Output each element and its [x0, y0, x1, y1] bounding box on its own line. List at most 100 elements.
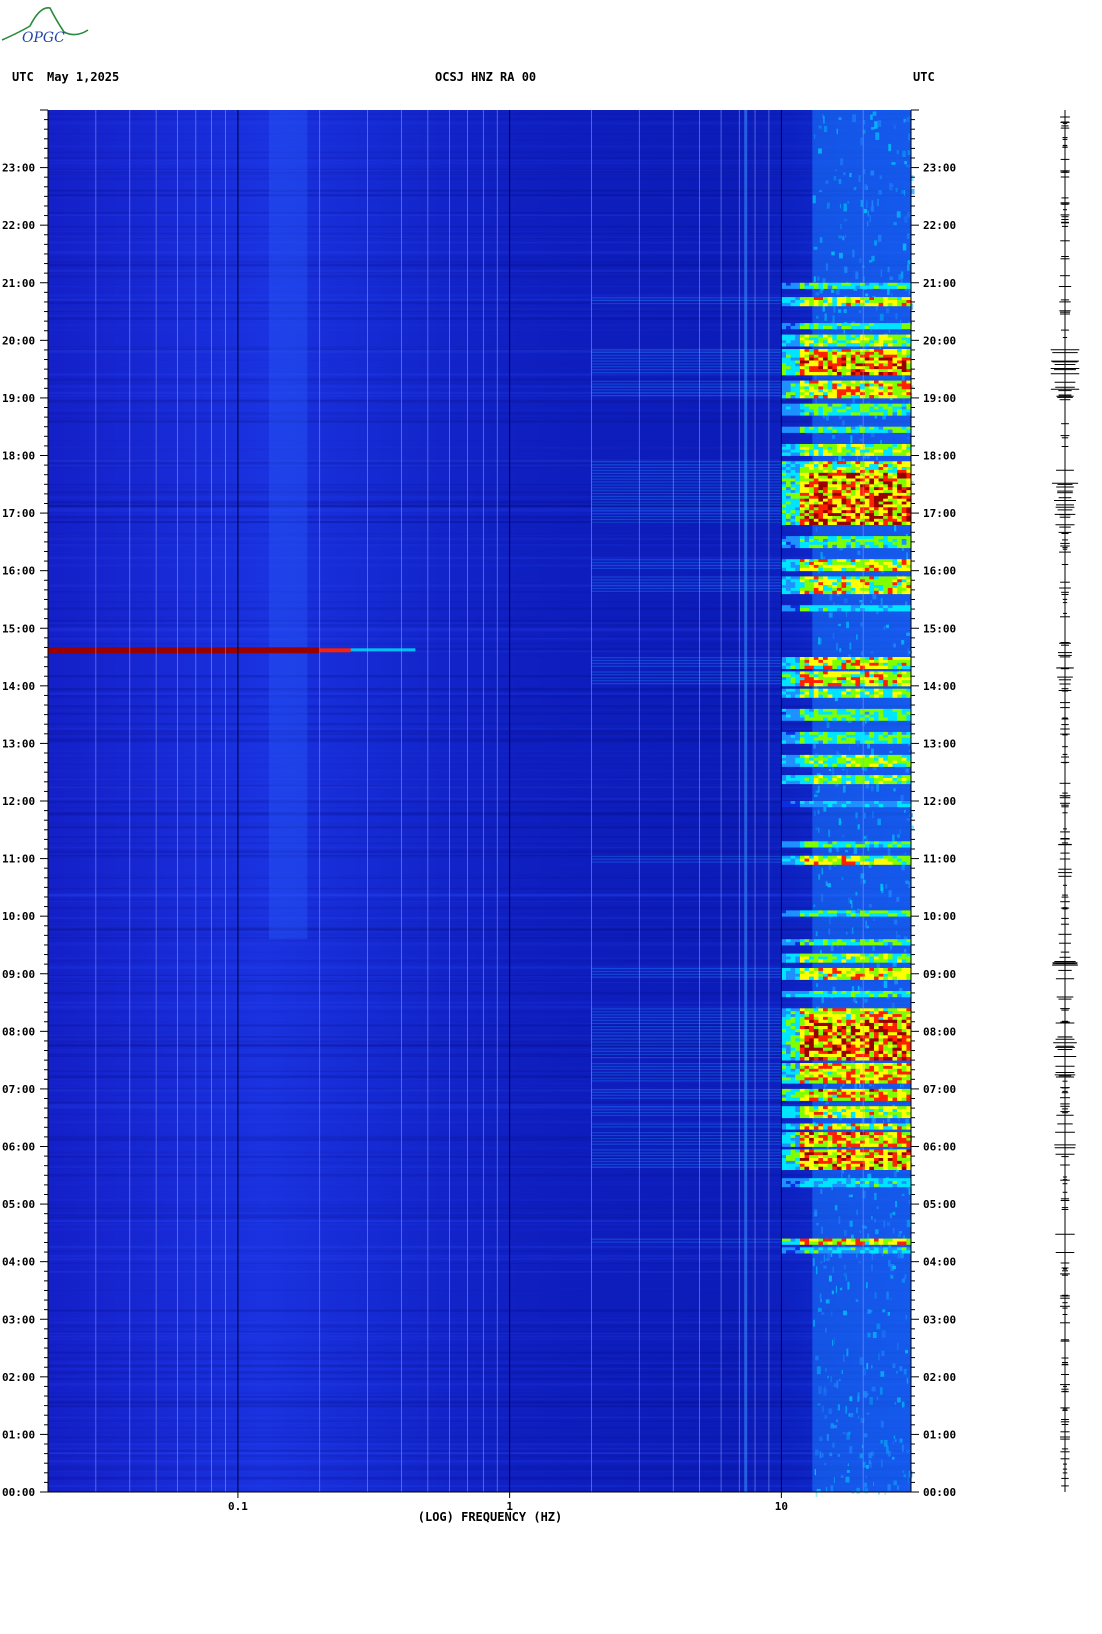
hf-noise-speckle: [901, 1278, 905, 1283]
activity-cell: [832, 380, 838, 384]
activity-cell: [855, 956, 861, 960]
activity-cell: [869, 590, 875, 595]
activity-cell: [883, 395, 889, 399]
activity-cell: [813, 1011, 819, 1015]
activity-cell: [846, 498, 852, 502]
activity-cell: [906, 461, 912, 465]
activity-cell: [813, 461, 819, 465]
activity-cell: [860, 366, 866, 370]
hf-noise-speckle: [869, 214, 871, 222]
activity-cell: [901, 504, 907, 508]
activity-cell: [878, 495, 884, 500]
activity-cell: [887, 942, 893, 946]
activity-cell: [897, 478, 903, 482]
activity-cell: [860, 665, 866, 669]
activity-cell: [855, 910, 861, 914]
noise-streak: [48, 786, 911, 788]
activity-cell: [878, 780, 884, 785]
activity-cell: [897, 343, 903, 347]
activity-cell: [786, 285, 792, 289]
hf-noise-speckle: [896, 332, 898, 335]
activity-cell: [846, 694, 852, 698]
activity-cell: [901, 383, 907, 387]
activity-cell: [809, 976, 815, 980]
activity-cell: [836, 910, 842, 914]
activity-cell: [901, 1008, 907, 1012]
activity-cell: [832, 1016, 838, 1021]
hf-noise-speckle: [871, 200, 874, 207]
hf-noise-speckle: [901, 1193, 905, 1196]
activity-cell: [790, 778, 796, 782]
activity-cell: [901, 472, 907, 477]
hf-noise-speckle: [820, 1261, 823, 1264]
activity-cell: [901, 351, 907, 356]
activity-cell: [781, 504, 787, 508]
activity-cell: [799, 844, 805, 848]
hf-noise-speckle: [865, 1474, 867, 1479]
activity-cell: [887, 472, 893, 477]
activity-cell: [790, 708, 796, 713]
activity-cell: [790, 683, 796, 687]
activity-cell: [878, 757, 884, 762]
hf-noise-speckle: [836, 593, 840, 596]
activity-cell: [906, 910, 912, 914]
activity-cell: [841, 409, 847, 413]
activity-cell: [795, 467, 801, 471]
activity-cell: [869, 691, 875, 695]
activity-cell: [874, 498, 880, 502]
activity-cell: [860, 475, 866, 479]
activity-cell: [841, 472, 847, 477]
activity-cell: [781, 939, 787, 943]
activity-cell: [832, 970, 838, 975]
activity-cell: [906, 337, 912, 341]
hf-noise-speckle: [822, 278, 826, 283]
activity-cell: [818, 1011, 824, 1015]
activity-cell: [827, 559, 833, 563]
hf-noise-speckle: [875, 305, 878, 311]
activity-cell: [869, 717, 875, 721]
activity-cell: [906, 605, 912, 609]
noise-streak: [48, 399, 911, 402]
activity-cell: [813, 677, 819, 681]
activity-cell: [809, 518, 815, 523]
noise-streak: [48, 894, 911, 897]
activity-cell: [823, 590, 829, 595]
activity-cell: [906, 300, 912, 304]
activity-cell: [878, 608, 884, 612]
activity-cell: [781, 297, 787, 301]
activity-cell: [869, 559, 875, 563]
noise-streak: [48, 409, 911, 411]
activity-cell: [795, 780, 801, 785]
activity-cell: [818, 403, 824, 407]
activity-cell: [790, 1011, 796, 1015]
activity-cell: [860, 383, 866, 387]
activity-cell: [836, 481, 842, 485]
activity-cell: [901, 858, 907, 862]
activity-cell: [809, 734, 815, 739]
activity-cell: [832, 507, 838, 511]
activity-cell: [887, 590, 893, 595]
hf-noise-speckle: [896, 1342, 899, 1351]
activity-cell: [813, 487, 819, 491]
hf-noise-speckle: [849, 1220, 853, 1227]
activity-cell: [860, 1011, 866, 1015]
hf-noise-speckle: [857, 1392, 860, 1400]
hf-noise-speckle: [824, 1085, 826, 1090]
activity-cell: [887, 357, 893, 361]
hf-noise-speckle: [839, 252, 843, 259]
activity-cell: [860, 1019, 866, 1024]
activity-cell: [855, 504, 861, 508]
activity-cell: [860, 968, 866, 972]
noise-streak: [48, 461, 911, 464]
activity-cell: [799, 389, 805, 393]
activity-cell: [795, 452, 801, 456]
activity-cell: [883, 708, 889, 713]
activity-cell: [781, 395, 787, 399]
activity-cell: [897, 392, 903, 396]
activity-cell: [790, 492, 796, 497]
activity-cell: [897, 608, 903, 612]
activity-cell: [855, 803, 861, 808]
activity-cell: [827, 910, 833, 914]
activity-cell: [813, 481, 819, 485]
activity-cell: [846, 582, 852, 586]
